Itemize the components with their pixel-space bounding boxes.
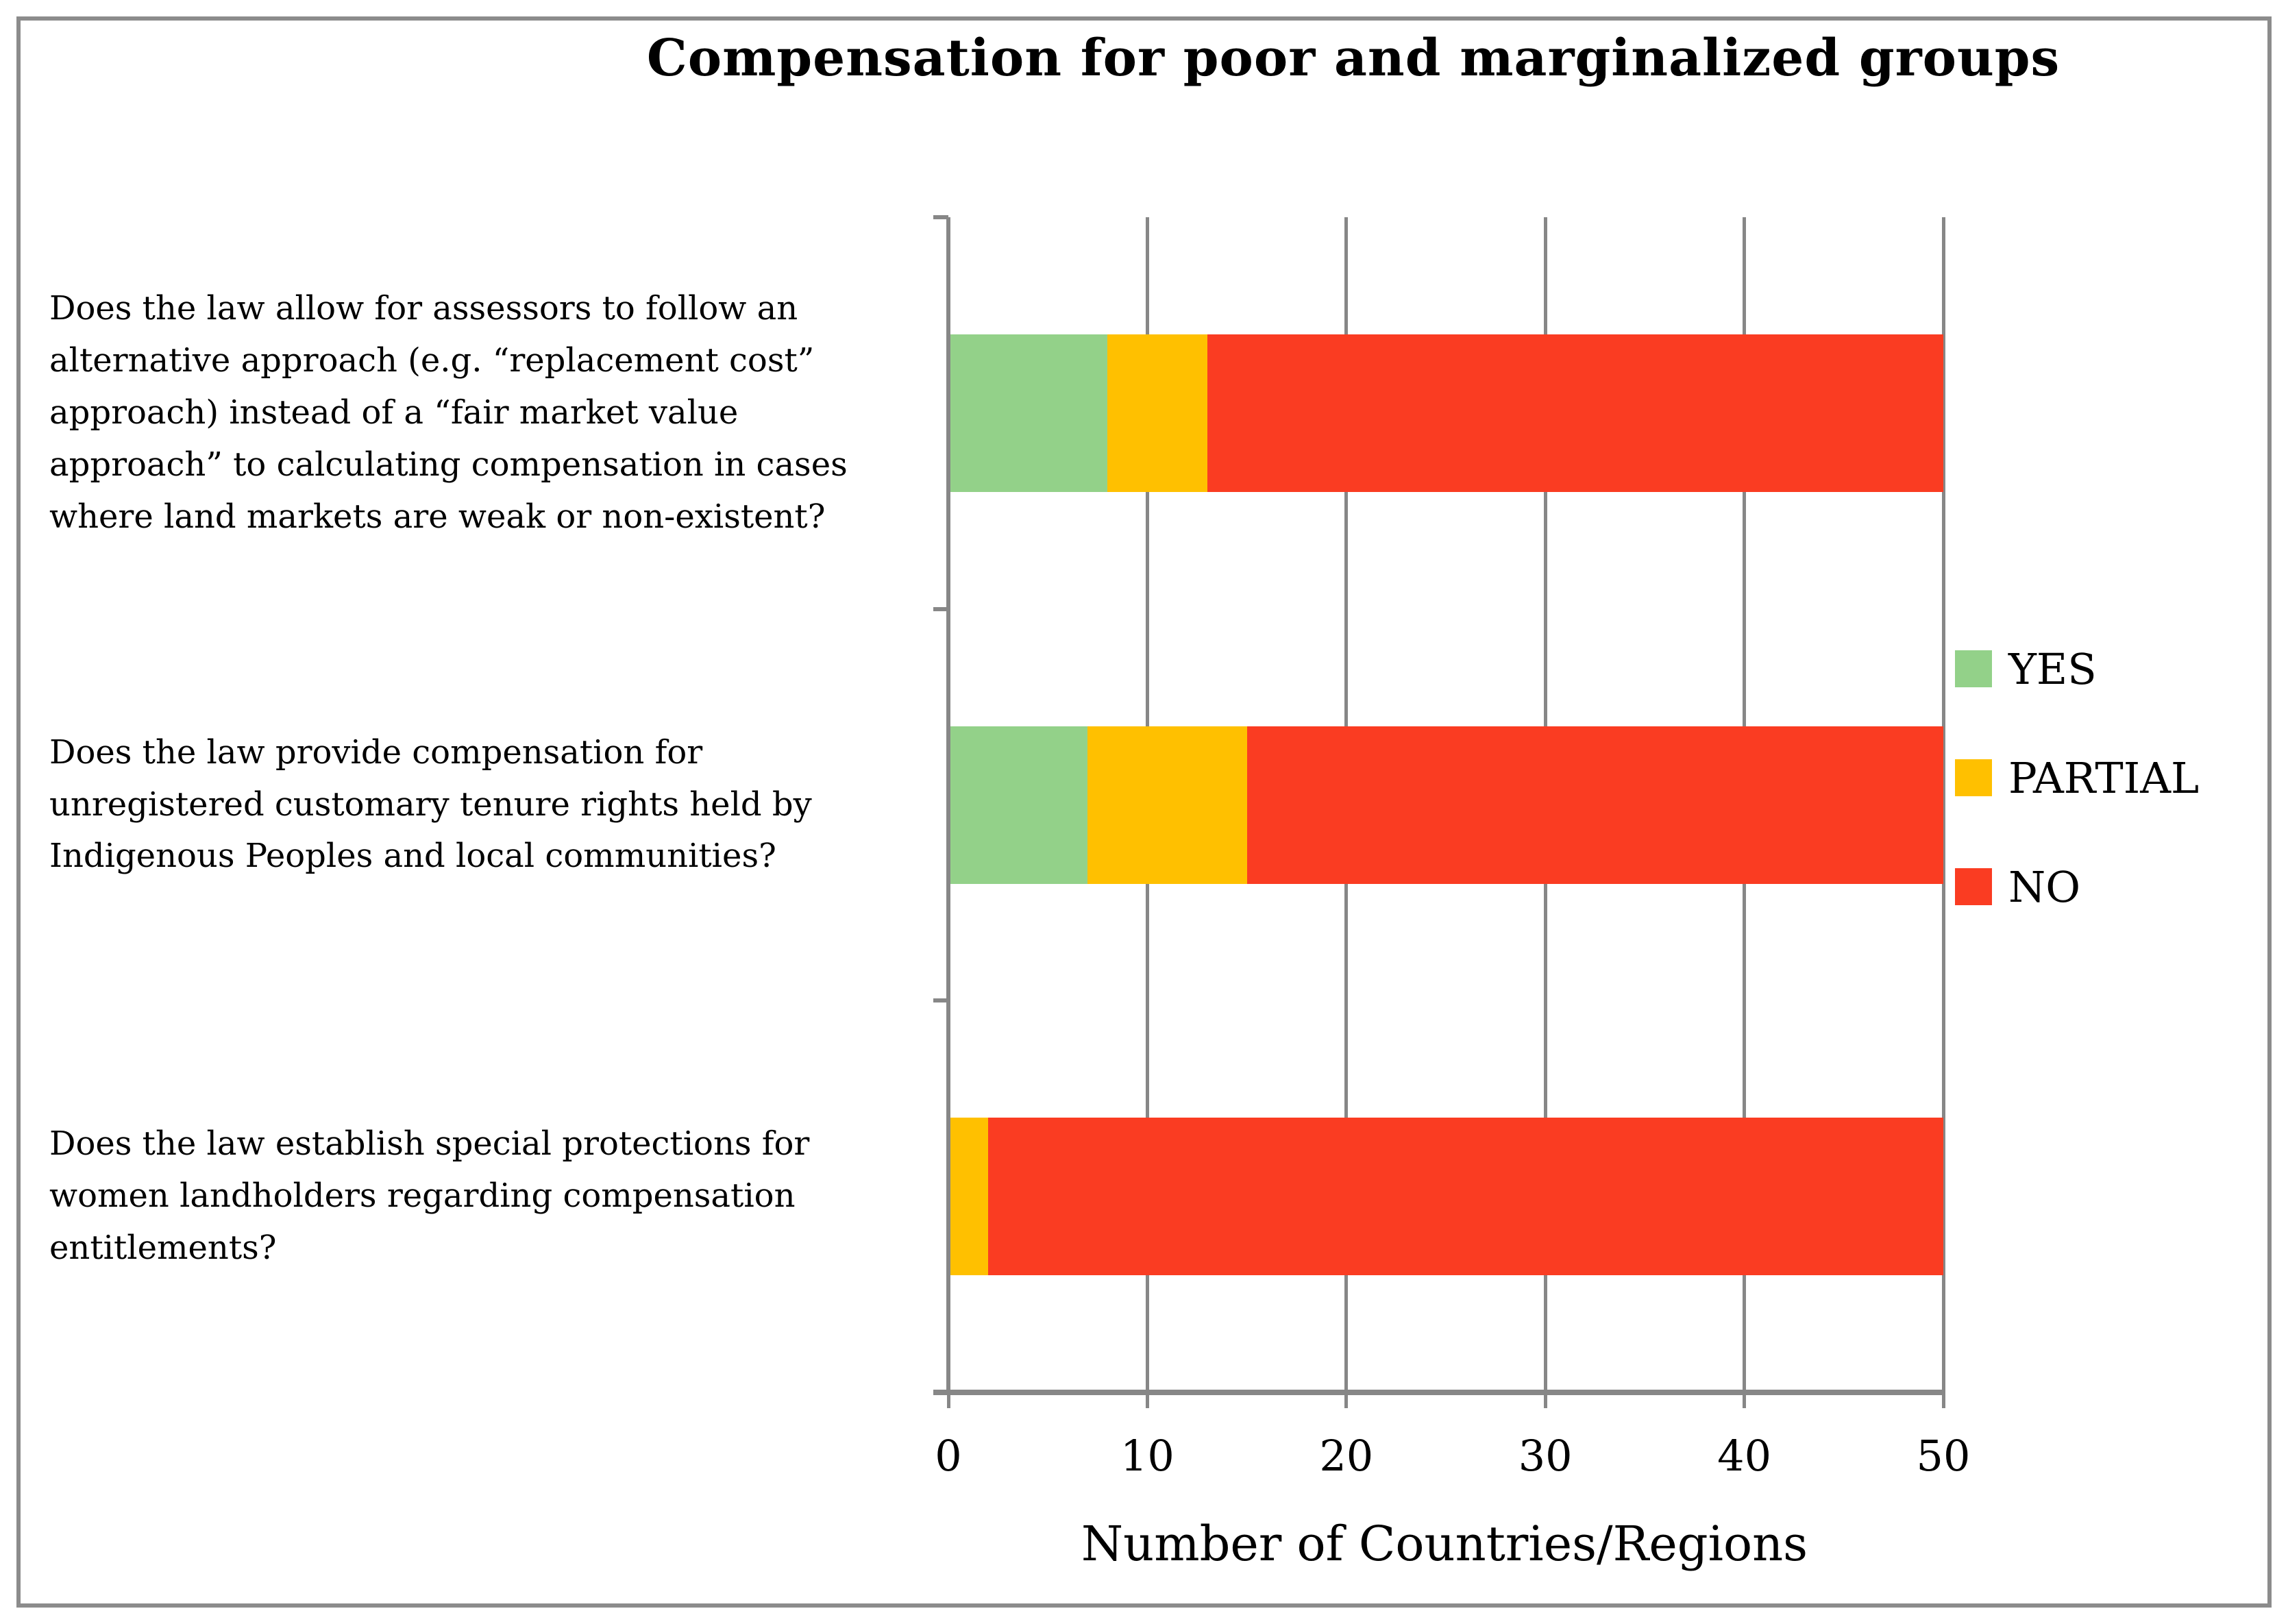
- bar-3-segment-partial: [948, 1118, 989, 1276]
- legend: YES PARTIAL NO: [1955, 644, 2199, 912]
- legend-swatch-no: [1955, 868, 1992, 905]
- x-tick-label-10: 10: [1120, 1431, 1174, 1481]
- bar-row-2: [948, 726, 1943, 884]
- bar-row-3: [948, 1118, 1943, 1276]
- x-axis-line: [933, 1390, 1945, 1395]
- category-axis-tick: [933, 215, 948, 219]
- bar-2-segment-partial: [1087, 726, 1247, 884]
- plot-area: [933, 215, 1945, 1408]
- bar-1-segment-no: [1207, 334, 1943, 492]
- legend-item-partial: PARTIAL: [1955, 753, 2199, 803]
- bar-1-segment-yes: [948, 334, 1108, 492]
- bar-2-segment-yes: [948, 726, 1088, 884]
- legend-label-yes: YES: [2008, 643, 2097, 694]
- legend-swatch-partial: [1955, 759, 1992, 796]
- category-axis-tick: [933, 998, 948, 1003]
- legend-item-yes: YES: [1955, 644, 2199, 694]
- bar-row-1: [948, 334, 1943, 492]
- category-axis-tick: [933, 606, 948, 611]
- category-axis-line: [946, 217, 950, 1392]
- x-tick-label-30: 30: [1518, 1431, 1573, 1481]
- x-tick-label-40: 40: [1717, 1431, 1772, 1481]
- legend-label-no: NO: [2008, 861, 2081, 912]
- legend-item-no: NO: [1955, 862, 2199, 912]
- x-tick-label-0: 0: [935, 1431, 962, 1481]
- bar-2-segment-no: [1246, 726, 1943, 884]
- category-label-3: Does the law establish special protectio…: [49, 1124, 810, 1268]
- x-tick-label-20: 20: [1319, 1431, 1374, 1481]
- category-label-1: Does the law allow for assessors to foll…: [49, 289, 848, 536]
- chart-title: Compensation for poor and marginalized g…: [646, 29, 2061, 88]
- x-axis-title: Number of Countries/Regions: [1081, 1516, 1808, 1572]
- gridline-50: [1941, 217, 1945, 1408]
- legend-swatch-yes: [1955, 650, 1992, 687]
- bar-1-segment-partial: [1107, 334, 1207, 492]
- bar-3-segment-no: [988, 1118, 1943, 1276]
- category-label-2: Does the law provide compensation for un…: [49, 733, 812, 876]
- x-tick-label-50: 50: [1916, 1431, 1971, 1481]
- legend-label-partial: PARTIAL: [2008, 752, 2200, 803]
